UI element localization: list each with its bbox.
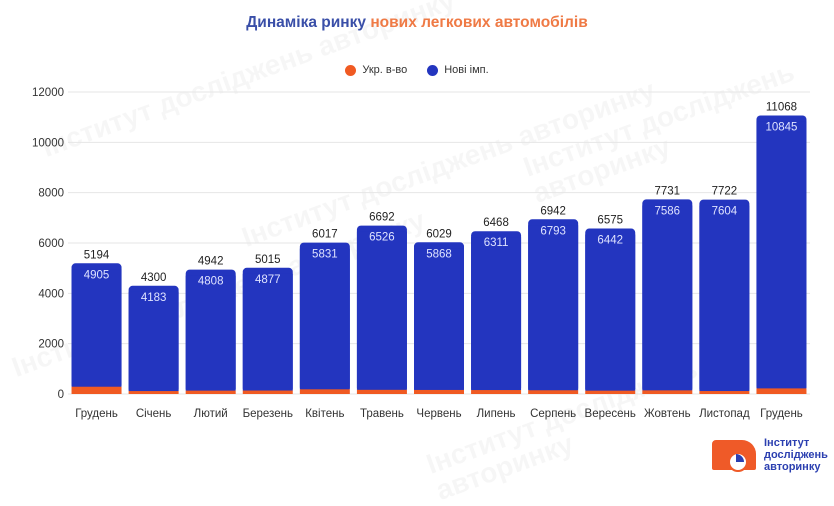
logo-text: Інститут досліджень авторинку [764, 437, 828, 473]
total-label: 5015 [255, 254, 281, 266]
chart-title-part1: Динаміка ринку [246, 14, 366, 31]
bar-domestic [414, 389, 464, 394]
logo-line1: Інститут [764, 437, 810, 449]
logo-pie-icon [728, 452, 748, 472]
logo: Інститут досліджень авторинку [712, 434, 834, 474]
x-tick-label: Липень [477, 408, 516, 420]
y-tick-label: 12000 [32, 87, 64, 99]
total-label: 11068 [766, 101, 797, 113]
bar-domestic [699, 391, 750, 394]
y-tick-label: 0 [58, 389, 64, 401]
bar-imports-base [699, 205, 750, 392]
bar-domestic [642, 390, 693, 394]
bar-imports-base [128, 291, 179, 392]
y-tick-label: 10000 [32, 137, 64, 149]
y-tick-label: 6000 [38, 238, 64, 250]
bar-imports-base [185, 275, 236, 391]
legend-label-domestic: Укр. в-во [362, 64, 408, 76]
bar-imports-base [414, 248, 464, 390]
imports-label: 6793 [540, 225, 566, 237]
bar-imports-base [642, 205, 693, 391]
imports-label: 5868 [426, 248, 452, 260]
total-label: 6468 [483, 217, 509, 229]
bar-domestic [185, 390, 236, 394]
legend-item-domestic[interactable]: Укр. в-во [345, 64, 407, 76]
legend-item-imports[interactable]: Нові імп. [427, 64, 489, 76]
imports-label: 5831 [312, 249, 338, 261]
bar-imports-base [585, 234, 636, 391]
total-label: 6029 [426, 228, 452, 240]
bar-domestic [299, 389, 350, 394]
imports-label: 4183 [141, 292, 167, 304]
bar-domestic [71, 386, 122, 394]
bar-imports-base [528, 225, 579, 391]
bar-domestic [528, 390, 579, 394]
bar-imports-base [71, 269, 122, 387]
x-tick-label: Вересень [585, 408, 636, 420]
x-tick-label: Травень [360, 408, 404, 420]
y-tick-label: 2000 [38, 339, 64, 351]
y-tick-label: 8000 [38, 188, 64, 200]
logo-line2: досліджень [764, 449, 828, 461]
bar-domestic [356, 389, 407, 394]
total-label: 6942 [540, 205, 566, 217]
y-tick-label: 4000 [38, 288, 64, 300]
x-tick-label: Жовтень [644, 408, 691, 420]
legend-swatch-imports [427, 64, 439, 76]
x-tick-label: Червень [416, 408, 461, 420]
bar-imports-base [356, 231, 407, 390]
bar-chart: 0 2000 4000 6000 8000 10000 12000 5194 4905 Груде… [32, 87, 810, 420]
imports-label: 7586 [655, 205, 681, 217]
logo-line3: авторинку [764, 461, 821, 473]
x-tick-label: Березень [243, 408, 293, 420]
chart-title: Динаміка ринку нових легкових автомобілі… [0, 14, 834, 32]
total-label: 4942 [198, 256, 224, 268]
total-label: 6575 [597, 215, 623, 227]
imports-label: 6311 [484, 237, 509, 249]
bar-domestic [756, 388, 807, 394]
total-label: 7731 [655, 185, 681, 197]
imports-label: 6526 [369, 232, 395, 244]
imports-label: 6442 [597, 235, 623, 247]
bar-domestic [242, 390, 293, 394]
bar-imports-base [471, 237, 522, 391]
x-tick-label: Січень [136, 408, 172, 420]
imports-label: 4877 [255, 274, 281, 286]
imports-label: 7604 [712, 206, 738, 218]
bar-domestic [585, 390, 636, 394]
x-tick-label: Грудень [75, 408, 118, 420]
imports-label: 4808 [198, 276, 224, 288]
x-tick-label: Лютий [194, 408, 228, 420]
bar-imports-base [756, 121, 807, 389]
bar-imports-base [299, 248, 350, 390]
legend-swatch-domestic [345, 64, 357, 76]
bar-imports-base [242, 273, 293, 391]
x-tick-label: Грудень [760, 408, 803, 420]
imports-label: 4905 [84, 269, 110, 281]
legend-label-imports: Нові імп. [444, 64, 489, 76]
total-label: 7722 [712, 186, 738, 198]
logo-pie-slice [736, 454, 744, 462]
chart-title-part2: нових легкових автомобілів [370, 14, 588, 31]
imports-label: 10845 [765, 121, 797, 133]
total-label: 4300 [141, 272, 167, 284]
x-tick-label: Квітень [305, 408, 344, 420]
bar-domestic [471, 390, 522, 394]
x-tick-label: Серпень [530, 408, 576, 420]
total-label: 6017 [312, 229, 338, 241]
x-tick-label: Листопад [699, 408, 750, 420]
total-label: 5194 [84, 249, 110, 261]
bar-domestic [128, 391, 179, 394]
legend: Укр. в-во Нові імп. [0, 64, 834, 76]
total-label: 6692 [369, 212, 395, 224]
